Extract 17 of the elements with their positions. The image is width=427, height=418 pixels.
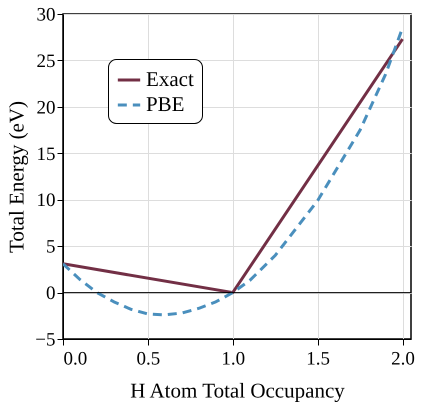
legend-label: Exact — [146, 67, 194, 91]
y-tick-label: 20 — [36, 97, 56, 118]
x-tick-label: 1.5 — [306, 348, 330, 370]
y-tick-label: −5 — [35, 330, 56, 350]
legend-label: PBE — [146, 92, 185, 116]
y-tick-label: 10 — [36, 190, 56, 212]
y-tick-label: 15 — [36, 144, 56, 165]
x-axis-title: H Atom Total Occupancy — [130, 378, 346, 402]
y-axis-title: Total Energy (eV) — [4, 100, 28, 254]
y-tick-label: 5 — [46, 236, 56, 258]
x-tick-label: 1.0 — [221, 348, 246, 370]
x-tick-label: 0.5 — [136, 348, 160, 370]
x-tick-label: 0.0 — [64, 348, 88, 370]
y-tick-label: 25 — [36, 50, 56, 72]
y-tick-label: 0 — [46, 283, 56, 304]
y-tick-label: 30 — [36, 4, 56, 26]
x-tick-label: 2.0 — [391, 348, 415, 370]
